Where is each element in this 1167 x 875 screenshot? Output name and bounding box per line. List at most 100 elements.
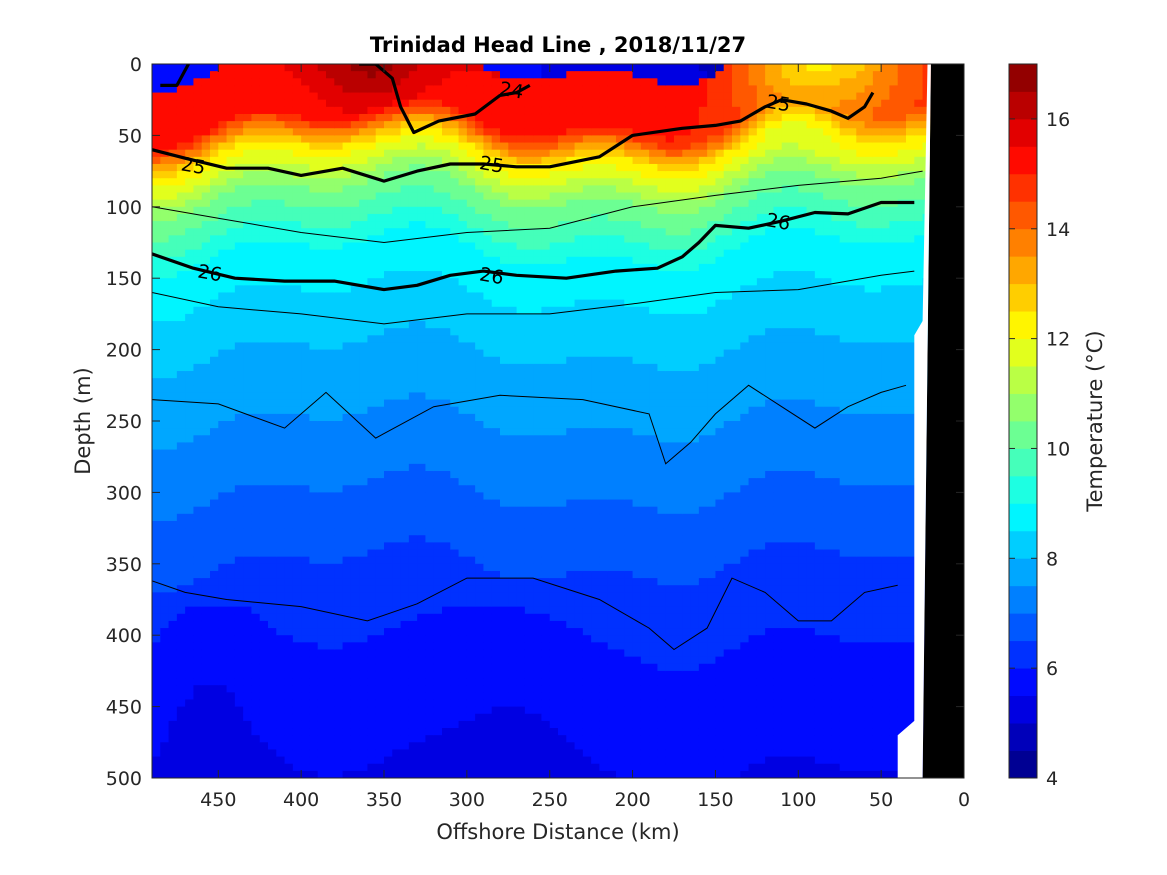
temperature-cell [152,163,161,172]
temperature-cell [417,178,427,186]
temperature-cell [359,570,369,579]
temperature-cell [268,221,277,229]
temperature-cell [375,656,385,665]
temperature-cell [466,770,476,778]
temperature-cell [367,256,377,265]
temperature-cell [342,378,352,386]
temperature-cell [176,78,186,87]
temperature-cell [359,563,369,572]
temperature-cell [359,649,369,658]
temperature-cell [309,292,319,301]
temperature-cell [193,763,203,772]
temperature-cell [317,149,327,158]
temperature-cell [400,713,410,722]
temperature-cell [500,642,509,651]
temperature-cell [541,156,551,165]
temperature-cell [417,413,427,422]
temperature-cell [226,563,236,572]
temperature-cell [317,328,327,336]
temperature-cell [433,292,443,301]
temperature-cell [176,449,186,458]
temperature-cell [317,685,327,693]
temperature-cell [392,263,402,272]
temperature-cell [384,756,393,765]
temperature-cell [226,335,236,344]
temperature-cell [375,92,385,101]
temperature-cell [334,742,344,751]
temperature-cell [276,692,286,701]
temperature-cell [317,185,327,194]
temperature-cell [359,271,369,279]
temperature-cell [392,542,402,551]
temperature-cell [160,135,170,144]
temperature-cell [284,135,294,144]
temperature-cell [367,92,377,101]
temperature-cell [193,563,203,572]
temperature-cell [466,485,476,493]
temperature-cell [301,549,311,558]
temperature-cell [425,706,435,715]
temperature-cell [417,428,427,436]
temperature-cell [234,613,244,622]
temperature-cell [392,713,402,722]
temperature-cell [342,535,352,543]
temperature-cell [558,406,567,415]
temperature-cell [284,206,294,215]
temperature-cell [450,570,460,579]
temperature-cell [458,421,468,429]
temperature-cell [483,720,493,729]
temperature-cell [367,592,377,601]
temperature-cell [491,199,501,208]
temperature-cell [541,563,551,572]
temperature-cell [268,578,277,586]
temperature-cell [433,371,443,379]
temperature-cell [334,228,344,236]
temperature-cell [234,542,244,551]
temperature-cell [533,228,543,236]
temperature-cell [243,206,253,215]
temperature-cell [475,385,485,394]
temperature-cell [549,263,559,272]
temperature-cell [367,678,377,686]
temperature-cell [193,499,203,508]
temperature-cell [500,242,509,251]
temperature-cell [218,199,228,208]
temperature-cell [350,435,360,444]
temperature-cell [218,392,228,401]
temperature-cell [218,228,228,236]
temperature-cell [549,413,559,422]
temperature-cell [226,149,236,158]
temperature-cell [384,242,393,251]
temperature-cell [541,321,551,329]
temperature-cell [259,256,269,265]
temperature-cell [226,763,236,772]
temperature-cell [541,292,551,301]
temperature-cell [284,728,294,736]
temperature-cell [533,506,543,515]
temperature-cell [210,99,219,108]
temperature-cell [160,470,170,479]
temperature-cell [367,306,377,315]
temperature-cell [251,599,261,608]
temperature-cell [359,449,369,458]
temperature-cell [193,106,203,115]
temperature-cell [408,492,418,501]
temperature-cell [491,649,501,658]
temperature-cell [268,513,277,522]
temperature-cell [193,363,203,372]
temperature-cell [425,656,435,665]
temperature-cell [342,442,352,451]
temperature-cell [342,713,352,722]
temperature-cell [533,742,543,751]
temperature-cell [201,528,211,536]
temperature-cell [384,171,393,179]
temperature-cell [558,599,567,608]
temperature-cell [301,585,311,593]
temperature-cell [259,713,269,722]
temperature-cell [433,478,443,486]
temperature-cell [201,313,211,322]
temperature-cell [408,378,418,386]
temperature-cell [359,178,369,186]
temperature-cell [541,399,551,408]
temperature-cell [524,378,534,386]
